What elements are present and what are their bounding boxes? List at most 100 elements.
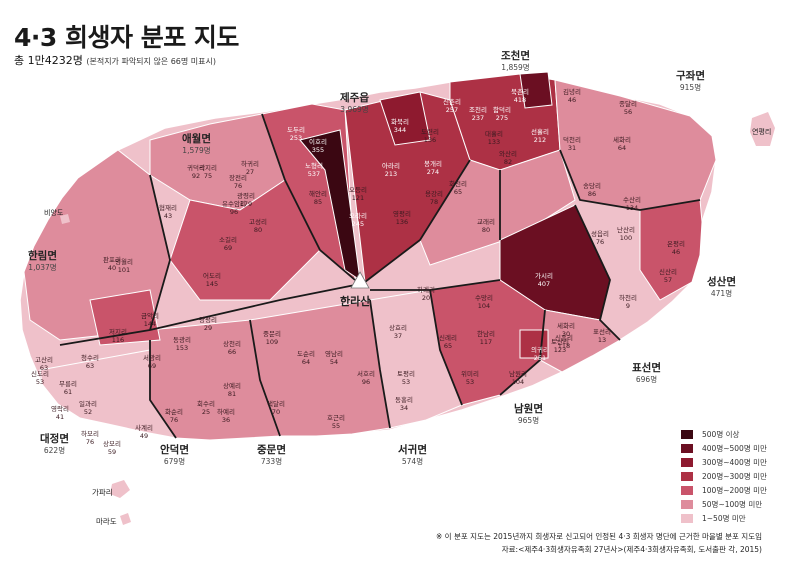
village-label: 종달리 56 <box>619 100 637 116</box>
village-count: 179 <box>239 200 253 208</box>
village-label: 장전리 76 <box>229 174 247 190</box>
village-name: 봉개리 <box>424 160 442 168</box>
village-count: 153 <box>175 344 189 352</box>
legend-swatch <box>680 484 694 496</box>
footnote-source: 자료:<제주4·3희생자유족회 27년사>(제주4·3희생자유족회, 도서출판 … <box>501 545 762 554</box>
village-label: 동광리 153 <box>173 336 191 352</box>
village-name: 상천리 <box>223 340 241 348</box>
district-nohyeong <box>299 129 361 282</box>
village-label: 와산리 82 <box>499 150 517 166</box>
village-count: 104 <box>477 302 491 310</box>
village-name: 토평리 <box>397 370 415 378</box>
legend: 500명 이상 400명~500명 미만 300명~400명 미만 200명~3… <box>680 427 767 525</box>
legend-swatch <box>680 442 694 454</box>
village-label: 용강리 78 <box>425 190 443 206</box>
village-name: 광평리 <box>199 316 217 324</box>
island-label-udo: 연평리 <box>752 128 772 136</box>
village-count: 37 <box>393 332 403 340</box>
footnote: ※ 이 분포 지도는 2015년까지 희생자로 신고되어 인정된 4·3 희생자… <box>436 530 762 556</box>
village-name: 해안리 <box>309 190 327 198</box>
village-count: 65 <box>453 188 463 196</box>
village-count: 418 <box>513 96 527 104</box>
village-label: 의귀리 251 <box>531 346 549 362</box>
village-label: 회수리 25 <box>197 400 215 416</box>
village-label: 해안리 85 <box>309 190 327 206</box>
village-count: 31 <box>567 144 577 152</box>
village-count: 109 <box>265 338 279 346</box>
village-label: 함덕리 275 <box>493 106 511 122</box>
region-jeju: 제주읍 3,969명 <box>340 92 369 114</box>
village-name: 유수암리 <box>222 200 246 208</box>
village-label: 신흥리 118 <box>555 334 573 350</box>
village-count: 65 <box>443 342 453 350</box>
village-label: 수망리 104 <box>475 294 493 310</box>
village-name: 저지리 <box>109 328 127 336</box>
village-label: 저지리 116 <box>109 328 127 344</box>
district-bukchon <box>519 71 553 109</box>
village-name: 의귀리 <box>531 346 549 354</box>
village-label: 협재리 43 <box>159 204 177 220</box>
village-label: 도순리 64 <box>297 350 315 366</box>
village-count: 40 <box>107 264 117 272</box>
village-count: 257 <box>445 106 459 114</box>
village-label: 회천리 65 <box>449 180 467 196</box>
village-count: 81 <box>227 390 237 398</box>
village-label: 고성리 80 <box>249 218 267 234</box>
region-andeok: 안덕면 679명 <box>160 444 189 466</box>
region-daejeong: 대정면 622명 <box>40 433 69 455</box>
village-count: 275 <box>495 114 509 122</box>
village-name: 색달리 <box>267 400 285 408</box>
village-label: 서호리 96 <box>357 370 375 386</box>
village-label: 하례리 20 <box>417 286 435 302</box>
legend-item: 1~50명 미만 <box>680 511 767 525</box>
village-label: 남원리 104 <box>509 370 527 386</box>
village-name: 교래리 <box>477 218 495 226</box>
village-name: 하귀리 <box>241 160 259 168</box>
island-mara <box>120 513 131 525</box>
village-count: 136 <box>395 218 409 226</box>
village-name: 성읍리 <box>591 230 609 238</box>
village-count: 274 <box>426 168 440 176</box>
village-name: 북촌리 <box>511 88 529 96</box>
village-name: 영락리 <box>51 405 69 413</box>
village-name: 하례리 <box>417 286 435 294</box>
village-count: 75 <box>203 172 213 180</box>
region-hallim: 한림면 1,037명 <box>28 250 57 272</box>
village-name: 금악리 <box>141 312 159 320</box>
village-label: 덕천리 31 <box>563 136 581 152</box>
village-label: 수산리 134 <box>623 196 641 212</box>
village-name: 영남리 <box>325 350 343 358</box>
village-name: 소길리 <box>219 236 237 244</box>
village-name: 대흘리 <box>485 130 503 138</box>
region-pyoseon: 표선면 696명 <box>632 362 661 384</box>
total-count: 총 1만4232명 <box>14 54 83 67</box>
village-label: 도련리 136 <box>421 128 439 144</box>
village-label: 유수암리 96 <box>222 200 246 216</box>
village-name: 상효리 <box>389 324 407 332</box>
legend-swatch <box>680 512 694 524</box>
village-label: 신촌리 257 <box>443 98 461 114</box>
village-label: 온평리 46 <box>667 240 685 256</box>
village-name: 도순리 <box>297 350 315 358</box>
village-name: 세화리 <box>613 136 631 144</box>
village-name: 귀덕리 <box>187 164 205 172</box>
village-label: 색달리 70 <box>267 400 285 416</box>
village-count: 49 <box>139 432 149 440</box>
village-count: 85 <box>313 198 323 206</box>
village-name: 표선리 <box>593 328 611 336</box>
village-label: 표선리 13 <box>593 328 611 344</box>
village-name: 신촌리 <box>443 98 461 106</box>
village-name: 호근리 <box>327 414 345 422</box>
village-count: 355 <box>311 146 325 154</box>
village-name: 회수리 <box>197 400 215 408</box>
village-name: 난산리 <box>617 226 635 234</box>
village-label: 일과리 52 <box>79 400 97 416</box>
village-name: 신흥리 <box>555 334 573 342</box>
village-label: 대흘리 133 <box>485 130 503 146</box>
village-count: 144 <box>143 320 157 328</box>
village-count: 66 <box>227 348 237 356</box>
region-seogwi: 서귀면 574명 <box>398 444 427 466</box>
village-name: 장전리 <box>229 174 247 182</box>
village-count: 57 <box>663 276 673 284</box>
village-count: 100 <box>619 234 633 242</box>
